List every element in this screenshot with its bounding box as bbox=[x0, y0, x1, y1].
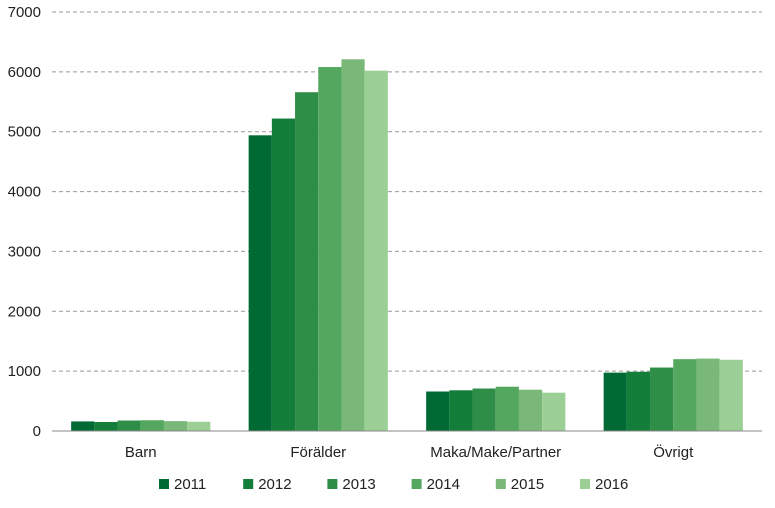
y-tick-label: 6000 bbox=[8, 64, 41, 81]
bar-2013-0 bbox=[117, 420, 141, 431]
legend-swatch-2015 bbox=[495, 479, 506, 489]
legend-label: 2011 bbox=[174, 476, 206, 493]
y-axis: 0 1000 2000 3000 4000 5000 6000 7000 bbox=[8, 4, 41, 440]
bar-2013-3 bbox=[650, 367, 674, 431]
y-tick-label: 4000 bbox=[8, 184, 41, 201]
legend-swatch-2016 bbox=[580, 479, 590, 489]
legend-label: 2015 bbox=[511, 476, 544, 493]
x-category-label: Barn bbox=[125, 444, 157, 461]
bar-2011-3 bbox=[603, 372, 627, 431]
y-tick-label: 7000 bbox=[8, 4, 41, 21]
bar-2016-3 bbox=[719, 359, 743, 431]
bar-2014-0 bbox=[140, 420, 164, 431]
legend-swatch-2011 bbox=[159, 479, 169, 489]
legend-label: 2013 bbox=[342, 476, 375, 493]
bar-2011-0 bbox=[71, 421, 95, 431]
legend-label: 2014 bbox=[427, 476, 460, 493]
gridlines bbox=[52, 11, 762, 372]
bar-2011-1 bbox=[248, 135, 272, 431]
y-tick-label: 5000 bbox=[8, 124, 41, 141]
legend: 2011 2012 2013 2014 2015 2016 bbox=[159, 476, 628, 493]
y-tick-label: 1000 bbox=[8, 363, 41, 380]
y-tick-label: 2000 bbox=[8, 303, 41, 320]
bar-2015-3 bbox=[696, 358, 720, 431]
bar-2015-1 bbox=[341, 59, 365, 432]
x-category-label: Förälder bbox=[290, 444, 346, 461]
bar-2016-1 bbox=[364, 70, 388, 431]
bar-2012-1 bbox=[271, 118, 296, 431]
y-tick-label: 0 bbox=[33, 423, 41, 440]
bar-2012-3 bbox=[626, 371, 651, 431]
legend-swatch-2013 bbox=[327, 479, 338, 489]
bar-2016-2 bbox=[542, 392, 566, 431]
legend-label: 2016 bbox=[595, 476, 628, 493]
bar-2015-2 bbox=[518, 389, 543, 431]
bar-2014-2 bbox=[495, 386, 519, 431]
x-axis: Barn Förälder Maka/Make/Partner Övrigt bbox=[125, 443, 694, 461]
x-category-label: Maka/Make/Partner bbox=[430, 444, 561, 461]
bar-2011-2 bbox=[426, 391, 450, 431]
bar-2012-2 bbox=[449, 390, 473, 431]
bar-2016-0 bbox=[187, 421, 211, 431]
legend-swatch-2014 bbox=[411, 479, 422, 489]
bar-2012-0 bbox=[94, 422, 118, 431]
bar-2013-2 bbox=[472, 388, 496, 431]
bar-2014-1 bbox=[318, 67, 342, 431]
bar-2015-0 bbox=[163, 421, 188, 431]
bars bbox=[71, 59, 743, 432]
legend-label: 2012 bbox=[258, 476, 291, 493]
legend-swatch-2012 bbox=[243, 479, 254, 489]
bar-2013-1 bbox=[295, 92, 319, 432]
y-tick-label: 3000 bbox=[8, 243, 41, 260]
x-category-label: Övrigt bbox=[653, 443, 694, 461]
bar-2014-3 bbox=[673, 359, 697, 431]
